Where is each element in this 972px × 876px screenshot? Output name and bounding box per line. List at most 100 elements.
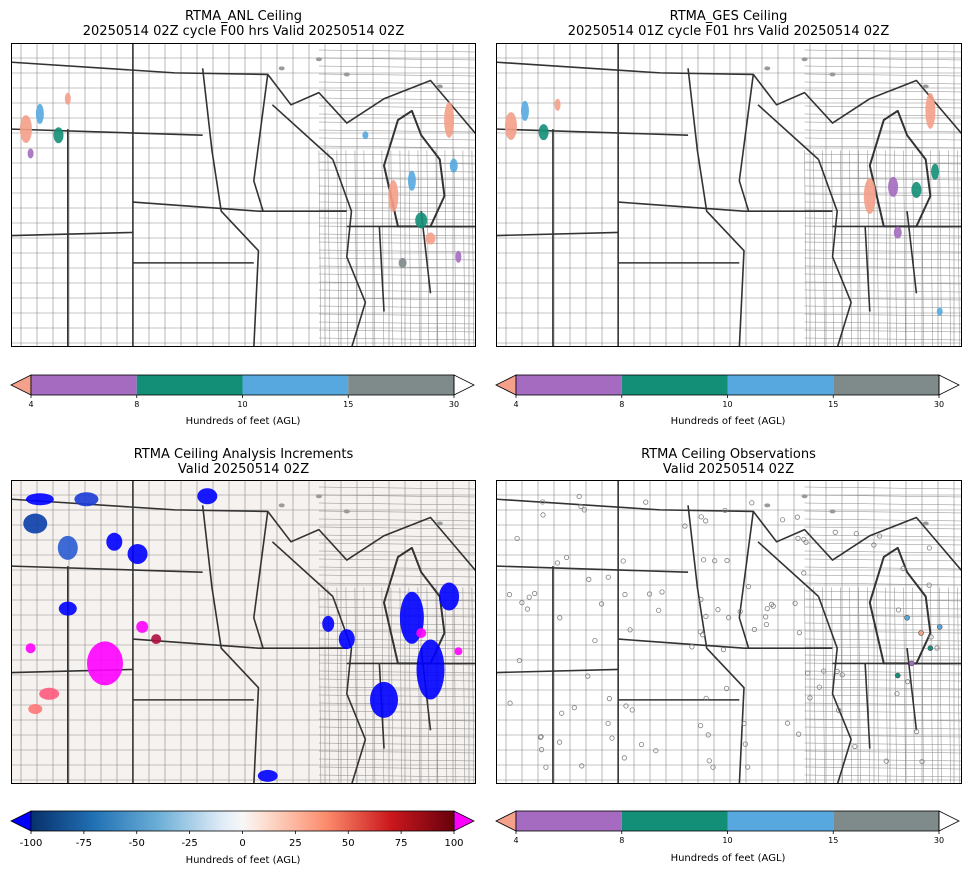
station-circle [871,542,877,548]
data-blob [58,601,77,616]
map-increments [11,480,476,784]
panel-title-increments: RTMA Ceiling Analysis Increments Valid 2… [11,447,476,477]
island-shape [801,494,808,499]
data-blob [455,250,462,263]
station-circle [919,758,925,765]
station-circle [538,747,545,753]
michigan-outline [383,109,446,228]
station-circle [883,758,889,764]
station-circle [749,500,755,506]
station-circle [726,615,732,621]
state-border [497,565,689,573]
station-circle [643,499,649,505]
station-circle [821,668,827,674]
island-shape [829,509,836,514]
state-border [738,511,755,649]
station-circle [537,734,544,740]
colorbar-bin [833,375,939,395]
station-circle-colored [908,660,915,667]
data-blob [425,232,436,245]
state-border [12,128,203,136]
colorbar-tick-label: -50 [129,838,145,849]
state-border [201,68,260,346]
colorbar-tick-label: 10 [237,400,247,409]
data-blob [57,535,78,560]
colorbar-label-ges: Hundreds of feet (AGL) [670,416,786,427]
colorbar-tick-label: -100 [20,838,43,849]
data-blob [439,582,460,611]
station-circle [796,630,802,636]
colorbar-tick-label: 100 [444,838,463,849]
lake-islands [764,57,929,89]
state-border [332,159,367,346]
colorbar-over-triangle [938,374,960,396]
colorbar-tick-label: 30 [934,400,944,409]
state-border [738,74,755,212]
state-border [378,226,385,312]
station-circle [585,673,591,679]
station-circle [770,603,776,609]
colorbar-bin [242,375,349,395]
island-shape [922,521,929,526]
data-blob [151,634,162,645]
station-circle [751,626,758,633]
data-blob [338,629,355,650]
station-circle [794,514,800,520]
data-blob [53,127,64,144]
data-blob [454,647,463,656]
station-circle [792,600,798,606]
state-border [253,74,269,212]
station-circle [629,707,635,713]
title-line-2: Valid 20250514 02Z [662,462,795,477]
colorbar-bin [727,375,834,395]
station-circle [579,763,585,769]
station-circle [796,731,802,737]
station-circle [581,507,587,513]
state-border [864,226,871,312]
colorbar-bin [833,811,939,831]
colorbar-gradient-fill [31,811,454,831]
title-line-2: 20250514 01Z cycle F01 hrs Valid 2025051… [567,24,890,39]
island-shape [922,84,929,89]
map-observations [496,480,962,784]
station-circle [689,644,695,650]
title-line-2: Valid 20250514 02Z [177,462,310,477]
colorbar-tick-label: 4 [28,400,33,409]
station-circle [605,574,611,580]
data-blob [863,178,876,214]
data-blob [87,641,123,686]
colorbar-under-triangle [495,374,517,396]
title-line-1: RTMA Ceiling Observations [641,447,816,462]
colorbar-over-triangle [453,810,475,832]
station-circle [563,554,570,561]
station-circle [877,533,883,539]
colorbar-tick-label: 10 [722,400,732,409]
station-circle [598,601,605,607]
data-blob [370,681,398,718]
colorbar-label-anl: Hundreds of feet (AGL) [185,416,301,427]
station-circle [519,600,525,606]
data-blob [893,226,902,239]
data-blob [398,257,407,268]
station-circle [934,645,940,651]
state-border [12,61,475,135]
data-blob [416,639,445,700]
island-shape [343,509,350,514]
state-border [817,159,852,346]
data-blob [415,212,428,229]
data-blob [25,643,36,654]
station-circle [816,684,822,690]
colorbar-increments: -100 -75 -50 -25 0 25 50 75 100 [10,808,476,854]
colorbar-graphic: 4 8 10 15 30 [495,374,960,409]
station-circle [722,507,728,514]
state-border [757,541,820,598]
data-blob [74,492,99,507]
data-blob [23,513,48,534]
panel-title-observations: RTMA Ceiling Observations Valid 20250514… [496,447,961,477]
data-blob [449,158,458,173]
station-circle [720,647,727,653]
island-shape [343,72,350,77]
station-circle [507,700,513,706]
station-circle [578,503,584,510]
data-blob [197,488,218,505]
